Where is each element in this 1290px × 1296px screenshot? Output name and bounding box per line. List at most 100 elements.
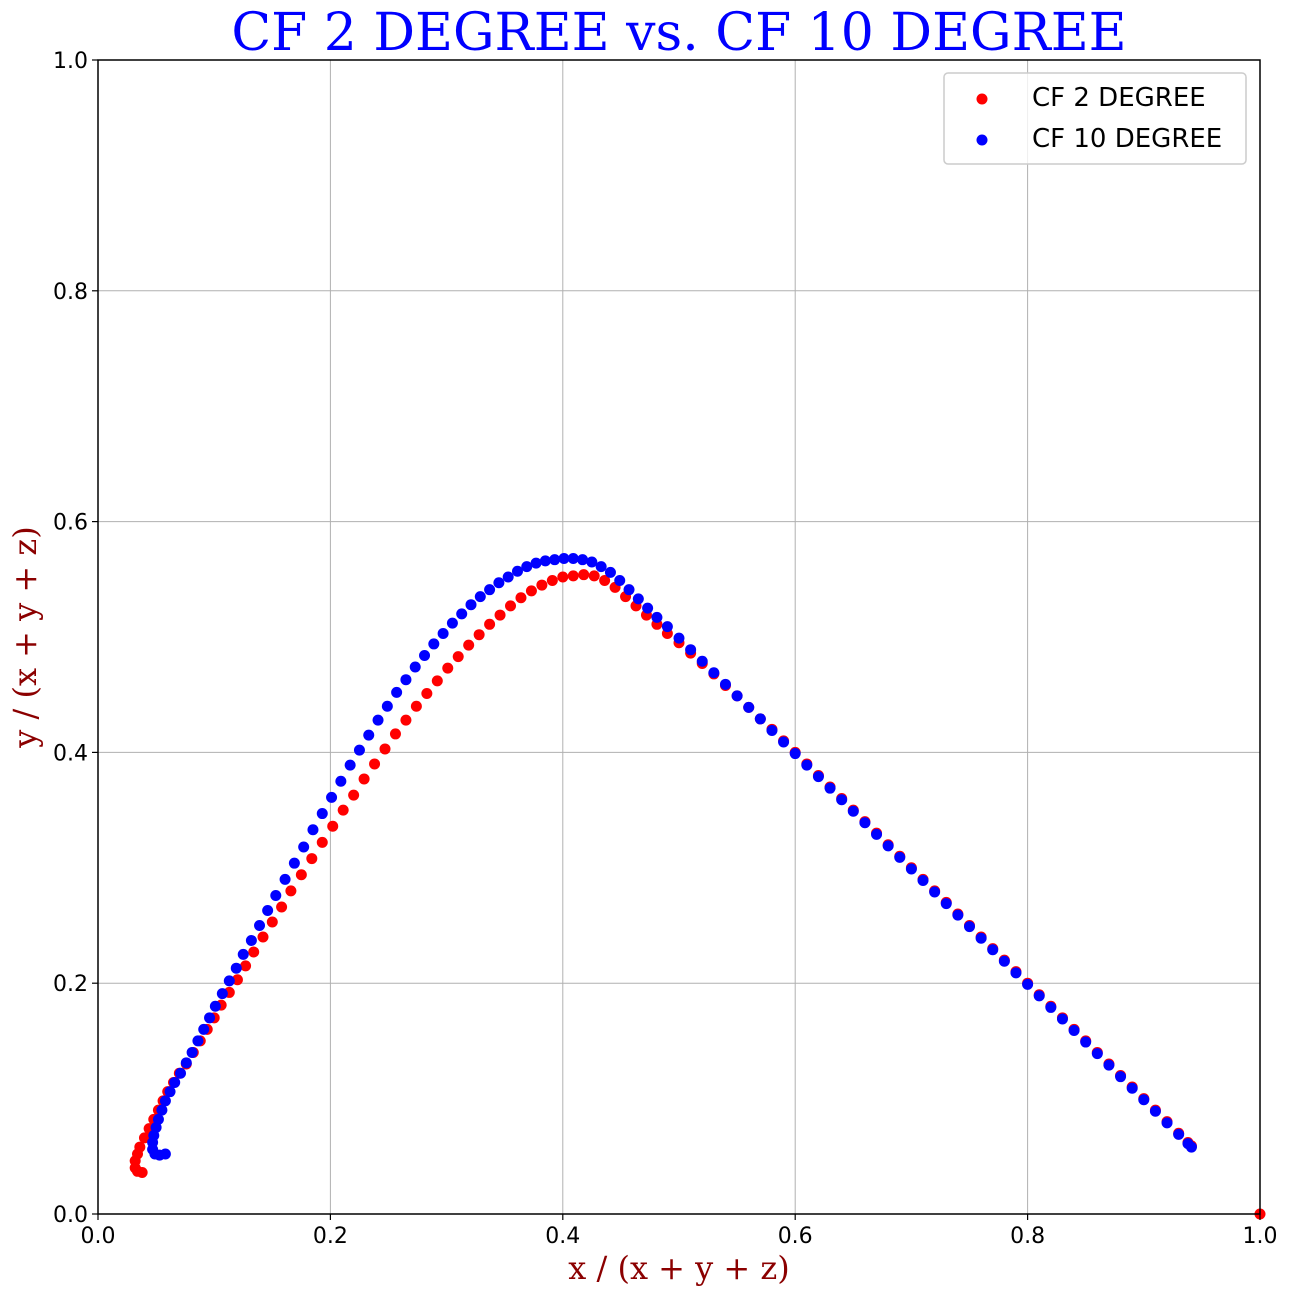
scatter-points [129,553,1266,1220]
scatter-point [599,574,611,586]
scatter-point [558,553,570,565]
scatter-point [743,701,755,713]
scatter-point [381,700,393,712]
scatter-point [824,782,836,794]
scatter-point [156,1104,168,1116]
scatter-point [952,909,964,921]
scatter-point [1126,1082,1138,1094]
legend-box [943,72,1247,165]
scatter-point [1161,1117,1173,1129]
plot-frame [97,59,1261,1215]
scatter-point [557,571,569,583]
scatter-point [882,840,894,852]
scatter-point [871,828,883,840]
scatter-point [240,960,252,972]
scatter-point [929,886,941,898]
scatter-point [344,759,356,771]
scatter-point [1056,1013,1068,1025]
scatter-point [409,661,421,673]
scatter-point [917,874,929,886]
scatter-point [894,851,906,863]
x-tick-label: 0.0 [81,1224,116,1249]
scatter-point [209,1000,221,1012]
scatter-point [905,863,917,875]
scatter-point [400,674,412,686]
scatter-point [623,584,635,596]
scatter-point [998,955,1010,967]
scatter-point [419,649,431,661]
scatter-point [1022,978,1034,990]
scatter-point [502,571,514,583]
scatter-point [651,611,663,623]
scatter-point [1080,1036,1092,1048]
scatter-point [511,565,523,577]
scatter-point [719,678,731,690]
scatter-point [1010,967,1022,979]
scatter-point [789,748,801,760]
scatter-point [307,824,319,836]
scatter-point [245,935,257,947]
scatter-point [180,1057,192,1069]
scatter-point [1185,1141,1197,1153]
scatter-point [539,555,551,567]
scatter-point [327,820,339,832]
scatter-point [588,570,600,582]
scatter-point [248,946,260,958]
scatter-point [577,554,589,566]
scatter-point [685,644,697,656]
scatter-point [766,724,778,736]
scatter-point [223,975,235,987]
scatter-point [186,1046,198,1058]
scatter-point [353,744,365,756]
scatter-point [778,736,790,748]
scatter-point [515,592,527,604]
chart-title: CF 2 DEGREE vs. CF 10 DEGREE [231,3,1126,63]
scatter-point [316,836,328,848]
scatter-point [1149,1105,1161,1117]
scatter-point [410,700,422,712]
scatter-point [266,916,278,928]
y-tick-label: 1.0 [53,49,88,74]
scatter-point [216,988,228,1000]
scatter-point [428,638,440,650]
scatter-point [567,570,579,582]
scatter-point [859,817,871,829]
scatter-point [152,1113,164,1125]
scatter-point [847,805,859,817]
y-tick-label: 0.8 [53,280,88,305]
scatter-point [288,857,300,869]
scatter-point [614,574,626,586]
scatter-point [389,728,401,740]
scatter-point [595,561,607,573]
scatter-point [230,962,242,974]
legend-marker-cf-2-degree [976,93,988,105]
scatter-point [358,773,370,785]
scatter-point [431,675,443,687]
scatter-point [400,714,412,726]
x-tick-label: 0.4 [545,1224,580,1249]
scatter-point [473,629,485,641]
scatter-point [262,904,274,916]
scatter-point [452,651,464,663]
scatter-point [812,771,824,783]
scatter-point [1173,1128,1185,1140]
scatter-point [204,1012,216,1024]
scatter-point [379,743,391,755]
x-tick-label: 0.8 [1010,1224,1045,1249]
scatter-point [1068,1025,1080,1037]
scatter-point [964,921,975,933]
scatter-point [421,688,433,700]
scatter-point [463,639,475,651]
y-tick-label: 0.0 [53,1203,88,1228]
scatter-point [134,1141,146,1153]
scatter-point [494,609,506,621]
scatter-point [1103,1059,1115,1071]
scatter-point [237,948,249,960]
scatter-point [567,553,579,565]
scatter-point [363,729,375,741]
y-tick-label: 0.2 [53,972,88,997]
scatter-point [940,898,952,910]
scatter-point [484,584,496,596]
scatter-point [1033,990,1045,1002]
